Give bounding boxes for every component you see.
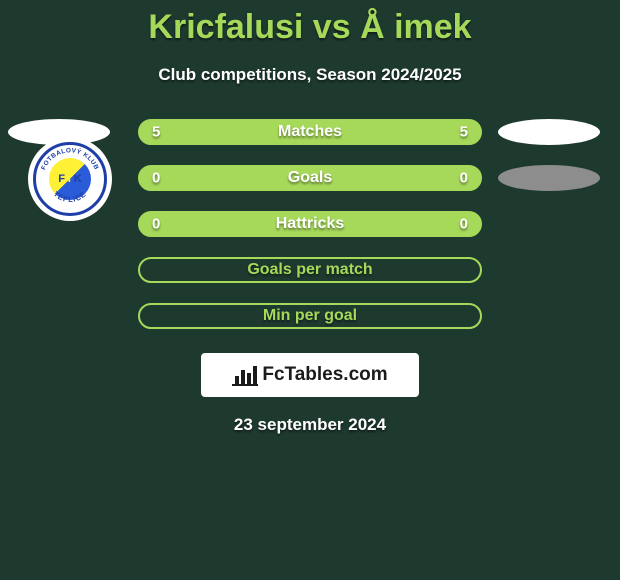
stat-bar: Min per goal [138,303,482,329]
comparison-card: Kricfalusi vs Å imek Club competitions, … [0,0,620,580]
stat-label: Matches [278,123,342,141]
page-title: Kricfalusi vs Å imek [0,0,620,47]
svg-text:FOTBALOVÝ KLUB: FOTBALOVÝ KLUB [40,146,100,171]
stat-row-min-per-goal: Min per goal [0,303,620,329]
stat-row-matches: 5 Matches 5 [0,119,620,145]
svg-text:TEPLICE: TEPLICE [52,189,88,204]
branding-box[interactable]: FcTables.com [201,353,419,397]
stat-bar: Goals per match [138,257,482,283]
date-stamp: 23 september 2024 [0,415,620,435]
stat-label: Goals [288,169,332,187]
club-badge-ring-text: FOTBALOVÝ KLUB TEPLICE [36,145,104,213]
stat-bar: 0 Hattricks 0 [138,211,482,237]
stat-label: Min per goal [263,307,357,325]
stat-right-value: 5 [460,124,468,141]
stat-row-goals-per-match: Goals per match [0,257,620,283]
stat-left-value: 0 [152,216,160,233]
stat-bar: 0 Goals 0 [138,165,482,191]
stat-label: Goals per match [247,261,372,279]
player-right-placeholder [498,165,600,191]
bars-icon [232,364,258,386]
stat-rows: 5Matches5FOTBALOVÝ KLUBTEPLICEFTK0Goals0… [0,119,620,329]
branding-text: FcTables.com [262,364,387,386]
stat-left-value: 5 [152,124,160,141]
page-subtitle: Club competitions, Season 2024/2025 [0,65,620,85]
player-right-placeholder [498,119,600,145]
stat-row-goals: FOTBALOVÝ KLUBTEPLICEFTK0Goals0 [0,165,620,191]
club-badge-teplice: FOTBALOVÝ KLUBTEPLICEFTK [28,137,112,221]
stat-right-value: 0 [460,216,468,233]
stat-left-value: 0 [152,170,160,187]
stat-label: Hattricks [276,215,344,233]
stat-row-hattricks: 0 Hattricks 0 [0,211,620,237]
stat-bar: 5 Matches 5 [138,119,482,145]
stat-right-value: 0 [460,170,468,187]
